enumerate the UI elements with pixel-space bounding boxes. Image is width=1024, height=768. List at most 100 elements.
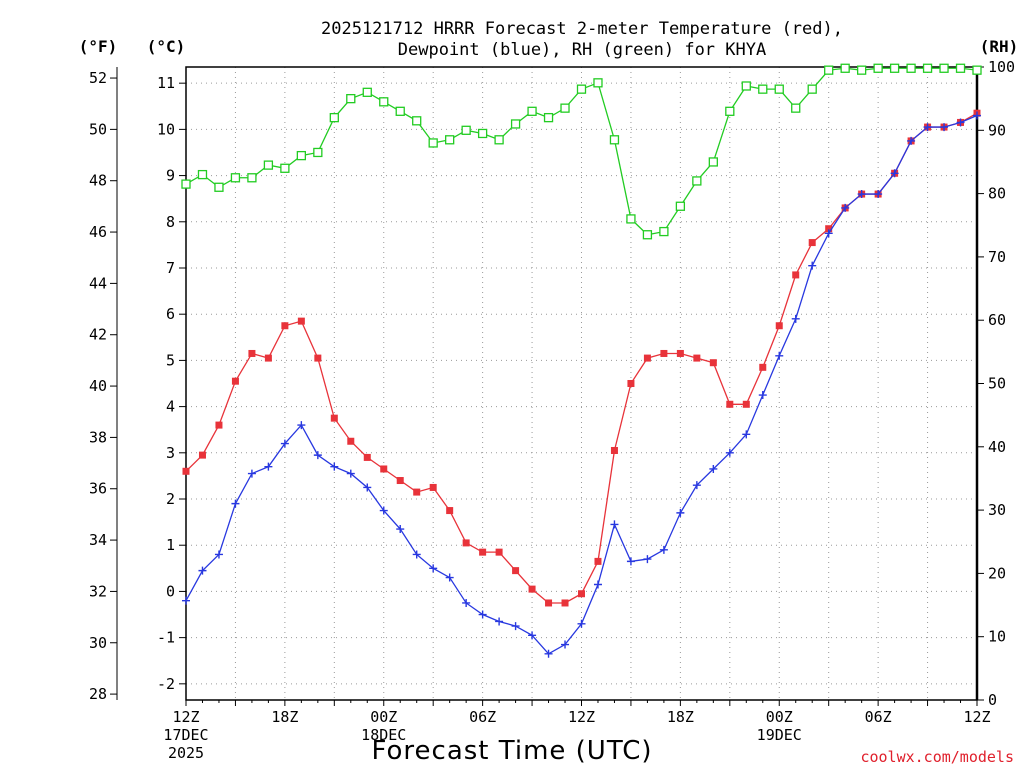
fahrenheit-tick-label: 30	[89, 634, 107, 652]
temperature-point	[594, 557, 602, 565]
x-tick-label: 12Z	[963, 708, 990, 726]
dewpoint-point	[462, 598, 471, 607]
dewpoint-point	[626, 557, 635, 566]
celsius-tick-label: 5	[166, 351, 175, 369]
dewpoint-point	[709, 464, 718, 473]
rh-point	[560, 103, 570, 113]
dewpoint-point	[528, 631, 537, 640]
rh-point	[510, 119, 521, 129]
celsius-tick-label: 2	[166, 490, 175, 508]
rh-point	[609, 135, 620, 145]
dewpoint-point	[956, 118, 965, 127]
fahrenheit-tick-label: 40	[89, 377, 107, 395]
rh-tick-label: 60	[988, 311, 1006, 329]
celsius-tick-label: 1	[166, 536, 175, 554]
rh-point	[181, 179, 191, 189]
rh-point	[758, 84, 768, 94]
temperature-point	[363, 453, 371, 461]
celsius-tick-label: -2	[157, 675, 175, 693]
rh-point	[807, 84, 817, 94]
dewpoint-point	[313, 451, 322, 460]
x-tick-label: 06Z	[865, 708, 892, 726]
grid	[186, 67, 977, 700]
dewpoint-point	[890, 169, 899, 178]
rh-tick-label: 20	[988, 564, 1006, 582]
temperature-point	[281, 322, 289, 330]
x-tick-label: 00Z	[766, 708, 793, 726]
dewpoint-point	[511, 622, 520, 631]
rh-point	[824, 65, 834, 75]
rh-point	[955, 63, 966, 73]
rh-point	[626, 214, 636, 224]
temperature-point	[314, 354, 322, 362]
temperature-point	[578, 590, 585, 598]
rh-point	[346, 94, 356, 104]
celsius-tick-label: 9	[166, 167, 175, 185]
rh-point	[659, 226, 669, 237]
series-dewpoint	[182, 111, 981, 658]
rh-point	[774, 84, 784, 94]
dewpoint-point	[297, 421, 306, 430]
dewpoint-point	[182, 596, 190, 605]
celsius-unit-label: (°C)	[147, 37, 186, 56]
rh-point	[889, 63, 900, 73]
dewpoint-point	[280, 439, 289, 448]
temperature-point	[479, 548, 487, 556]
rh-point	[675, 201, 686, 211]
fahrenheit-tick-label: 46	[89, 223, 107, 241]
temperature-line	[185, 112, 978, 604]
temperature-point	[545, 599, 553, 607]
rh-tick-label: 50	[988, 375, 1006, 393]
dewpoint-point	[247, 469, 256, 478]
dewpoint-point	[577, 619, 586, 628]
dewpoint-point	[692, 481, 701, 490]
temperature-point	[231, 377, 239, 385]
rh-point	[329, 112, 339, 123]
dewpoint-point	[198, 566, 207, 575]
rh-point	[379, 97, 389, 107]
dewpoint-point	[758, 391, 767, 400]
rh-tick-label: 0	[988, 691, 997, 709]
fahrenheit-unit-label: (°F)	[79, 37, 118, 56]
rh-point	[741, 81, 751, 91]
celsius-tick-label: 8	[166, 213, 175, 231]
celsius-tick-label: -1	[157, 629, 175, 647]
chart-title: 2025121712 HRRR Forecast 2-meter Tempera…	[321, 19, 843, 39]
celsius-tick-label: 10	[157, 120, 175, 138]
dewpoint-point	[264, 462, 273, 471]
temperature-point	[347, 437, 355, 445]
dewpoint-point	[923, 123, 932, 132]
x-tick-label: 06Z	[469, 708, 496, 726]
x-tick-label: 12Z	[172, 708, 199, 726]
rh-point	[263, 160, 274, 170]
temperature-point	[775, 322, 783, 330]
dewpoint-point	[231, 499, 240, 508]
rh-point	[576, 84, 587, 94]
fahrenheit-tick-label: 28	[89, 685, 107, 703]
rh-point	[642, 230, 653, 240]
rh-tick-label: 80	[988, 185, 1006, 203]
fahrenheit-tick-label: 50	[89, 120, 107, 138]
rh-point	[461, 125, 471, 135]
dewpoint-point	[610, 520, 619, 529]
dewpoint-point	[593, 580, 602, 589]
series-rh	[181, 63, 982, 240]
fahrenheit-tick-label: 38	[89, 428, 107, 446]
dewpoint-point	[775, 351, 784, 360]
rh-point	[362, 87, 372, 97]
rh-tick-label: 30	[988, 501, 1006, 519]
dewpoint-point	[346, 469, 355, 478]
temperature-point	[248, 349, 256, 357]
fahrenheit-tick-label: 32	[89, 582, 107, 600]
rh-point	[906, 63, 916, 73]
dewpoint-point	[363, 483, 372, 492]
dewpoint-point	[676, 508, 685, 517]
axes: 28303234363840424446485052-2-10123456789…	[89, 58, 1015, 762]
rh-point	[428, 138, 438, 148]
rh-tick-label: 40	[988, 438, 1006, 456]
fahrenheit-tick-label: 36	[89, 480, 107, 498]
temperature-point	[808, 239, 816, 247]
rh-unit-label: (RH)	[980, 37, 1019, 56]
x-tick-label: 2025	[168, 744, 204, 762]
